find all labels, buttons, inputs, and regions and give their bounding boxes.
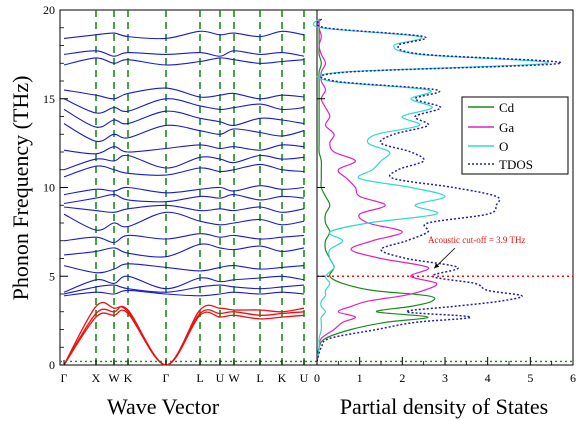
- dos-x-tick-label-4: 4: [485, 371, 491, 385]
- dispersion-branches: [63, 30, 305, 366]
- dos-x-axis-label: Partial density of States: [340, 394, 548, 419]
- optical-branch-17: [63, 57, 305, 66]
- optical-branch-3: [63, 263, 305, 274]
- legend-label-ga: Ga: [499, 120, 514, 135]
- kpoint-label-0: Γ: [61, 371, 68, 385]
- optical-branch-5: [63, 233, 305, 244]
- acoustic-branch-0: [63, 309, 305, 366]
- dispersion-x-axis-label: Wave Vector: [107, 394, 220, 419]
- kpoint-label-2: W: [108, 371, 120, 385]
- kpoint-label-9: K: [278, 371, 287, 385]
- acoustic-cutoff-annotation: Acoustic cut-off = 3.9 THz: [428, 235, 525, 245]
- dos-curves: [312, 18, 562, 362]
- optical-branch-14: [63, 108, 305, 128]
- optical-branch-11: [63, 154, 305, 171]
- dos-series-tdos: [316, 18, 562, 362]
- dos-series-o: [312, 18, 549, 362]
- y-tick-label-5: 5: [49, 269, 55, 283]
- optical-branch-18: [63, 50, 305, 57]
- optical-branch-7: [63, 204, 305, 213]
- legend-label-cd: Cd: [499, 100, 515, 115]
- annotation-arrow: [433, 247, 456, 269]
- optical-branch-6: [63, 211, 305, 231]
- optical-branch-1: [63, 284, 305, 295]
- dos-plot-area: [316, 9, 574, 366]
- dos-series-ga: [316, 18, 438, 362]
- dos-x-tick-label-2: 2: [399, 371, 405, 385]
- acoustic-branch-2: [63, 301, 305, 366]
- dos-x-tick-label-0: 0: [314, 371, 320, 385]
- optical-branch-0: [63, 289, 305, 297]
- optical-branch-15: [63, 98, 305, 114]
- kpoint-label-1: X: [92, 371, 101, 385]
- kpoint-label-10: U: [300, 371, 309, 385]
- kpoint-label-8: L: [256, 371, 263, 385]
- optical-branch-19: [63, 30, 305, 40]
- y-axis-label: Phonon Frequency (THz): [8, 76, 33, 301]
- y-tick-label-10: 10: [43, 181, 55, 195]
- y-tick-label-15: 15: [43, 92, 55, 106]
- optical-branch-10: [63, 163, 305, 178]
- optical-branch-8: [63, 194, 305, 205]
- y-tick-label-0: 0: [49, 358, 55, 372]
- legend-label-tdos: TDOS: [499, 157, 533, 172]
- dos-x-tick-label-5: 5: [527, 371, 533, 385]
- kpoint-label-4: Γ: [163, 371, 170, 385]
- dos-series-cd: [316, 18, 436, 362]
- kpoint-label-3: K: [124, 371, 133, 385]
- optical-branch-13: [63, 123, 305, 143]
- optical-branch-4: [63, 243, 305, 258]
- legend-box: [461, 96, 569, 175]
- optical-branch-9: [63, 185, 305, 196]
- optical-branch-12: [63, 144, 305, 155]
- kpoint-label-6: U: [216, 371, 225, 385]
- dos-x-tick-label-1: 1: [357, 371, 363, 385]
- dos-x-tick-label-3: 3: [442, 371, 448, 385]
- optical-branch-16: [63, 87, 305, 100]
- kpoint-label-5: L: [196, 371, 203, 385]
- legend: Cd Ga O TDOS: [461, 96, 569, 175]
- legend-label-o: O: [499, 139, 508, 154]
- kpoint-label-7: W: [228, 371, 240, 385]
- optical-branch-2: [63, 275, 305, 293]
- y-tick-label-20: 20: [43, 3, 55, 17]
- acoustic-branch-1: [63, 305, 305, 366]
- dos-x-tick-label-6: 6: [570, 371, 576, 385]
